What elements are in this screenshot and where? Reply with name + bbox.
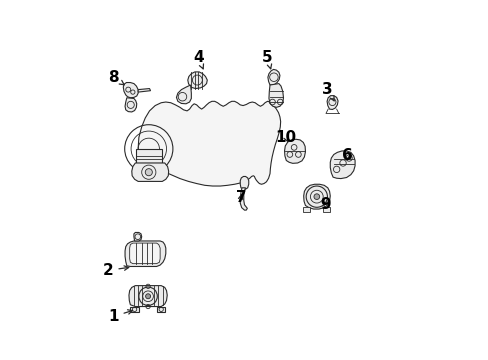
Polygon shape (129, 243, 160, 264)
Polygon shape (187, 72, 207, 89)
Circle shape (145, 168, 152, 176)
Text: 9: 9 (320, 197, 331, 212)
Text: 3: 3 (322, 82, 333, 101)
Polygon shape (125, 241, 165, 266)
Polygon shape (125, 98, 137, 112)
Text: 6: 6 (341, 148, 352, 163)
Text: 10: 10 (275, 130, 296, 145)
Polygon shape (303, 184, 329, 209)
Polygon shape (138, 89, 150, 92)
Text: 5: 5 (262, 50, 272, 69)
Circle shape (145, 294, 150, 299)
Polygon shape (136, 149, 162, 163)
Text: 8: 8 (108, 70, 124, 85)
Polygon shape (326, 96, 337, 109)
Polygon shape (303, 207, 309, 212)
Polygon shape (132, 163, 168, 181)
Polygon shape (157, 306, 165, 312)
Polygon shape (123, 82, 138, 98)
Polygon shape (176, 85, 191, 104)
Polygon shape (284, 139, 305, 163)
Circle shape (313, 194, 319, 199)
Polygon shape (329, 151, 354, 179)
Polygon shape (138, 101, 280, 186)
Text: 2: 2 (102, 263, 128, 278)
Polygon shape (240, 176, 248, 189)
Polygon shape (268, 84, 283, 107)
Text: 7: 7 (235, 190, 246, 205)
Polygon shape (130, 306, 139, 312)
Polygon shape (323, 207, 329, 212)
Text: 1: 1 (108, 309, 132, 324)
Polygon shape (267, 69, 279, 85)
Polygon shape (129, 285, 167, 306)
Polygon shape (134, 233, 142, 241)
Polygon shape (240, 188, 247, 210)
Text: 4: 4 (193, 50, 203, 69)
